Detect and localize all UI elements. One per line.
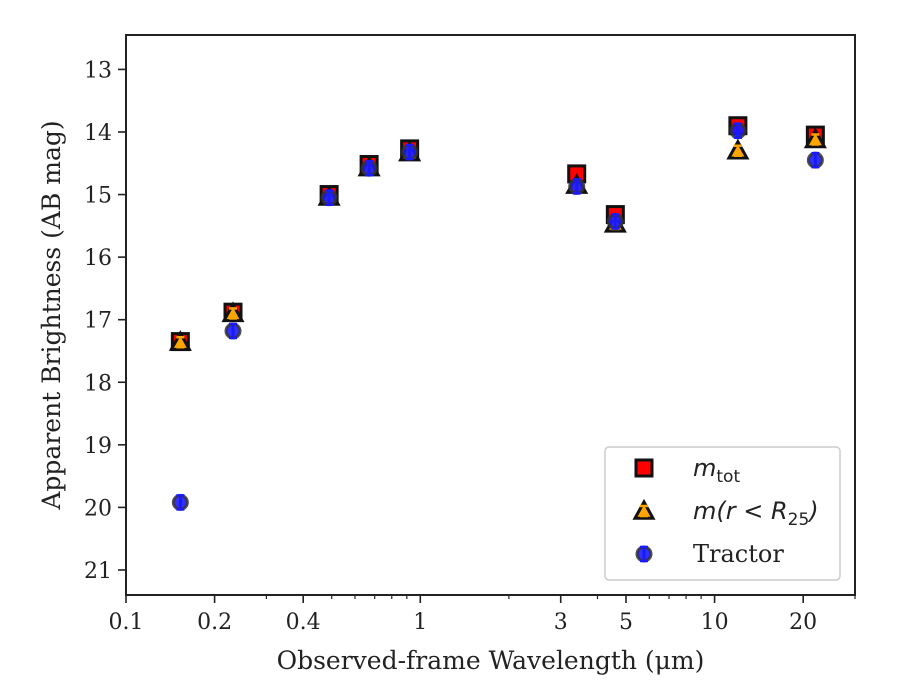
y-tick-label: 21 [84, 559, 112, 584]
y-axis-label: Apparent Brightness (AB mag) [37, 120, 66, 510]
circle-marker [360, 159, 378, 177]
circle-marker [401, 143, 419, 161]
series-triangle [168, 127, 827, 351]
y-tick-label: 20 [84, 496, 112, 521]
x-tick-label: 0.1 [109, 610, 144, 635]
legend-entry: m(r < R25) [632, 497, 819, 530]
legend: mtot m(r < R25) Tractor [604, 446, 841, 581]
x-tick-label: 1 [413, 610, 427, 635]
triangle-marker [168, 330, 192, 351]
circle-marker [568, 177, 586, 195]
data-point [803, 127, 827, 149]
x-tick-label: 5 [619, 610, 633, 635]
y-tick-label: 19 [84, 434, 112, 459]
circle-marker [171, 493, 189, 511]
y-tick-label: 18 [84, 371, 112, 396]
data-point [320, 189, 338, 207]
series-square [170, 116, 825, 352]
legend-label: mtot [693, 454, 740, 487]
data-point [221, 301, 245, 323]
data-point [360, 159, 378, 177]
data-point [401, 143, 419, 161]
x-tick-label: 0.2 [197, 610, 232, 635]
y-tick-label: 17 [84, 309, 112, 334]
data-point [171, 493, 189, 511]
triangle-marker [221, 301, 245, 323]
y-tick-label: 15 [84, 184, 112, 209]
circle-marker [606, 212, 624, 230]
triangle-marker [803, 127, 827, 149]
data-point [726, 138, 750, 160]
circle-marker [635, 545, 653, 563]
legend-label: m(r < R25) [693, 497, 819, 530]
y-tick-label: 14 [84, 121, 112, 146]
x-tick-label: 20 [789, 610, 817, 635]
triangle-marker [726, 138, 750, 160]
data-point [806, 151, 824, 169]
data-point [224, 322, 242, 340]
data-point [168, 330, 192, 351]
triangle-marker [632, 498, 656, 520]
circle-marker [729, 122, 747, 140]
y-tick-label: 13 [84, 58, 112, 83]
legend-entry: Tractor [635, 540, 784, 568]
circle-marker [806, 151, 824, 169]
legend-label: Tractor [693, 540, 784, 568]
x-tick-label: 10 [701, 610, 729, 635]
data-point [568, 177, 586, 195]
circle-marker [320, 189, 338, 207]
x-tick-label: 3 [554, 610, 568, 635]
series-circle [171, 122, 824, 511]
legend-box [604, 446, 841, 581]
data-markers [168, 116, 827, 511]
y-tick-label: 16 [84, 246, 112, 271]
circle-marker [224, 322, 242, 340]
data-point [729, 122, 747, 140]
x-axis-label: Observed-frame Wavelength (μm) [277, 646, 705, 675]
x-axis-ticks: 0.1 0.2 0.4 1 3 5 10 20 [109, 595, 856, 635]
data-point [606, 212, 624, 230]
y-axis-ticks: 13 14 15 16 17 18 19 20 21 [84, 58, 126, 584]
legend-entry: mtot [634, 454, 740, 487]
plot-frame [125, 34, 856, 596]
x-tick-label: 0.4 [286, 610, 321, 635]
